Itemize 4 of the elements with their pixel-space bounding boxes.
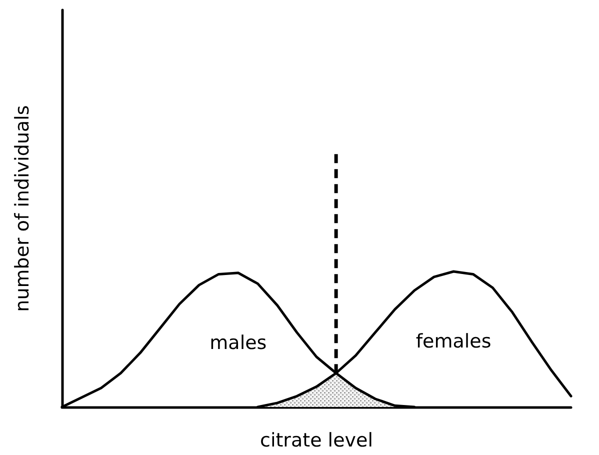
y-axis-title: number of individuals bbox=[12, 105, 34, 312]
x-axis-title: citrate level bbox=[260, 430, 373, 452]
series-label: males bbox=[210, 332, 267, 354]
series-label: females bbox=[416, 330, 492, 353]
